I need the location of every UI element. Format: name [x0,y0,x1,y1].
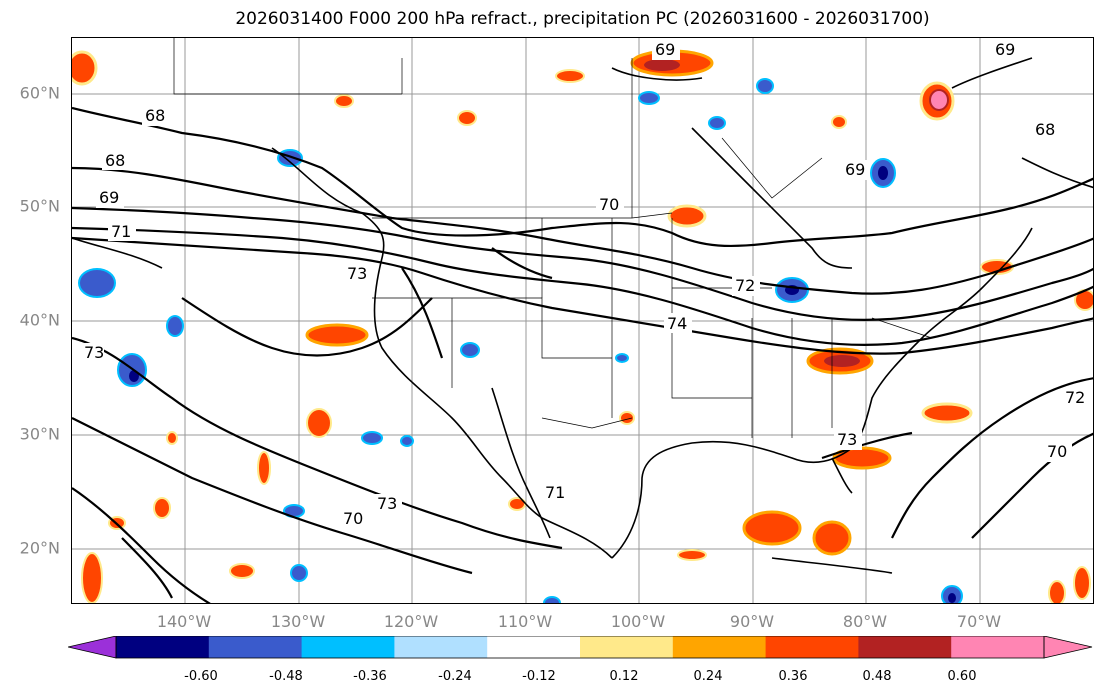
contour-label: 72 [1065,388,1085,407]
contour-label: 69 [845,160,865,179]
contour-label: 74 [667,314,687,333]
colorbar-extend-low [67,635,117,659]
colorbar-extend-high [1043,635,1093,659]
refractivity-contours [72,106,1093,603]
colorbar-tick-label: 0.12 [609,669,639,684]
colorbar-tick-label: -0.60 [184,669,218,684]
colorbar-segment [580,636,674,658]
contour-label: 71 [545,483,565,502]
contour-label: 70 [1047,442,1067,461]
precipitation-field [72,49,1093,603]
contour-label: 73 [84,343,104,362]
lon-label-110w: 110°W [497,612,553,631]
contour-labels: 69 69 68 68 69 71 73 70 72 74 72 73 70 7… [84,40,1085,528]
lon-label-90w: 90°W [729,612,775,631]
colorbar-outline [115,635,1045,659]
colorbar-segment [208,636,303,658]
colorbar [67,635,1098,670]
colorbar-segment [672,636,767,658]
contour-label: 73 [837,430,857,449]
colorbar-segments [116,636,1045,658]
contour-label: 69 [655,40,675,59]
colorbar-segment [858,636,952,658]
contour-label: 71 [111,222,131,241]
colorbar-tick-label: -0.12 [522,669,556,684]
map-plot-area: 69 69 68 68 69 71 73 70 72 74 72 73 70 7… [71,37,1094,604]
contour-label: 73 [377,494,397,513]
lat-label-60n: 60°N [19,83,60,103]
lat-label-30n: 30°N [19,424,60,444]
contour-label-backgrounds [82,40,1090,528]
colorbar-segment [394,636,488,658]
colorbar-segment [487,636,581,658]
contour-label: 68 [1035,120,1055,139]
colorbar-segment [301,636,395,658]
colorbar-tick-label: -0.48 [269,669,303,684]
colorbar-segment [765,636,859,658]
coastlines [72,57,1093,574]
lat-label-20n: 20°N [19,538,60,558]
contour-label: 69 [995,40,1015,59]
contour-label: 73 [347,264,367,283]
contour-label: 70 [599,195,619,214]
contour-label: 68 [105,151,125,170]
lon-label-70w: 70°W [956,612,1002,631]
contour-label: 69 [99,188,119,207]
colorbar-segment [116,636,210,658]
contour-label: 72 [735,276,755,295]
contour-label: 68 [145,106,165,125]
colorbar-tick-label: 0.36 [778,669,808,684]
lon-label-140w: 140°W [156,612,212,631]
colorbar-tick-label: 0.24 [693,669,723,684]
positive-precip-patches [72,49,1093,603]
political-borders [173,38,933,438]
lon-label-80w: 80°W [842,612,888,631]
colorbar-tick-label: 0.48 [862,669,892,684]
lon-label-120w: 120°W [383,612,439,631]
colorbar-segment [951,636,1045,658]
lat-label-50n: 50°N [19,196,60,216]
colorbar-svg [67,635,1093,659]
lon-label-130w: 130°W [270,612,326,631]
map-canvas: 69 69 68 68 69 71 73 70 72 74 72 73 70 7… [72,38,1093,603]
lat-label-40n: 40°N [19,310,60,330]
colorbar-tick-label: 0.60 [947,669,977,684]
colorbar-tick-label: -0.36 [353,669,387,684]
contour-label: 70 [343,509,363,528]
lon-label-100w: 100°W [610,612,666,631]
colorbar-tick-label: -0.24 [438,669,472,684]
map-title: 2026031400 F000 200 hPa refract., precip… [235,9,930,29]
